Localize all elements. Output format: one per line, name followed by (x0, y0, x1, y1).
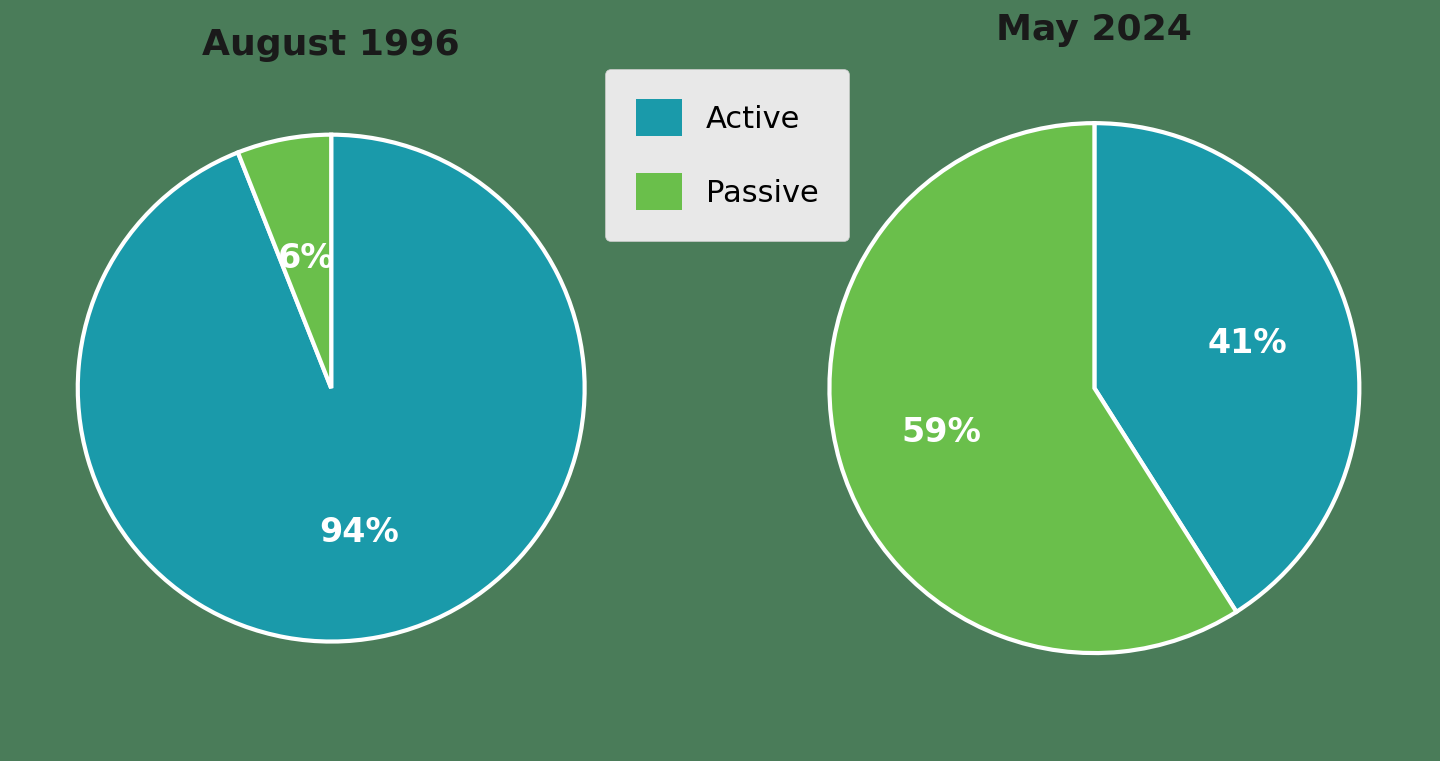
Text: 94%: 94% (318, 516, 399, 549)
Text: 41%: 41% (1207, 327, 1287, 360)
Title: May 2024: May 2024 (996, 13, 1192, 47)
Wedge shape (78, 135, 585, 642)
Wedge shape (238, 135, 331, 388)
Legend: Active, Passive: Active, Passive (605, 68, 850, 241)
Title: August 1996: August 1996 (203, 27, 459, 62)
Text: 6%: 6% (278, 242, 336, 275)
Wedge shape (1094, 123, 1359, 612)
Text: 59%: 59% (901, 416, 982, 449)
Wedge shape (829, 123, 1237, 653)
